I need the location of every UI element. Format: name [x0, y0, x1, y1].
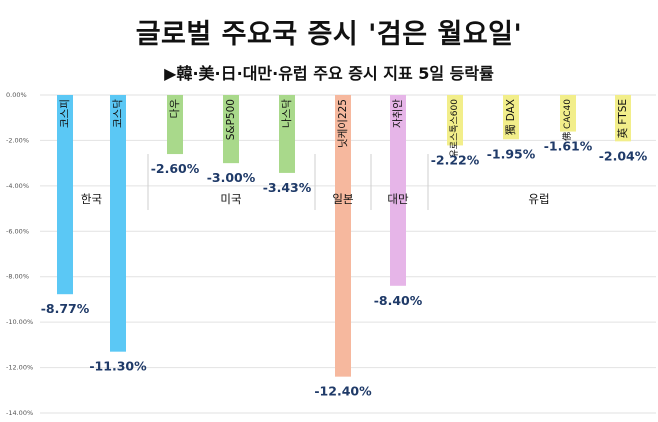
- bar-value-label: -1.95%: [487, 146, 536, 161]
- bar-name-label: 다우: [169, 99, 181, 119]
- bar-name-label: 佛 CAC40: [561, 99, 573, 141]
- group-label: 미국: [220, 192, 241, 206]
- bar: [57, 95, 73, 295]
- bar-name-label: 자취안: [392, 99, 404, 128]
- bar: [167, 95, 183, 155]
- bar-value-label: -8.40%: [374, 293, 423, 308]
- bar-value-label: -2.04%: [599, 148, 648, 163]
- group-label: 한국: [81, 192, 102, 206]
- chart-subtitle: ▶韓·美·日·대만·유럽 주요 증시 지표 5일 등락률: [164, 64, 494, 83]
- bar: [615, 95, 631, 142]
- bar: [335, 95, 351, 377]
- bar-value-label: -1.61%: [544, 139, 593, 154]
- bar-name-label: 코스피: [59, 99, 71, 128]
- y-tick-label: -10.00%: [6, 318, 33, 326]
- bar: [447, 95, 463, 146]
- bar: [503, 95, 519, 140]
- bar-value-label: -3.43%: [263, 180, 312, 195]
- bar: [223, 95, 239, 164]
- y-tick-label: -4.00%: [6, 182, 29, 190]
- bar-name-label: 英 FTSE: [616, 99, 629, 138]
- chart-title: 글로벌 주요국 증시 '검은 월요일': [135, 19, 523, 50]
- bar-name-label: 나스닥: [281, 99, 293, 128]
- bar-name-label: 유로스톡스600: [449, 99, 460, 158]
- group-label: 유럽: [528, 192, 549, 206]
- y-tick-label: -2.00%: [6, 136, 29, 144]
- bar: [390, 95, 406, 286]
- group-label: 대만: [387, 192, 409, 206]
- bar-value-label: -8.77%: [41, 301, 90, 316]
- bar: [279, 95, 295, 173]
- y-tick-label: -8.00%: [6, 273, 29, 281]
- bar: [110, 95, 126, 352]
- y-tick-label: -14.00%: [6, 409, 33, 417]
- bar-value-label: -3.00%: [207, 170, 256, 185]
- bar-name-label: 獨 DAX: [505, 99, 517, 135]
- bar: [560, 95, 576, 132]
- bar-name-label: S&P500: [225, 99, 237, 140]
- bar-value-label: -11.30%: [89, 359, 147, 374]
- y-tick-label: -6.00%: [6, 227, 29, 235]
- bar-value-label: -2.60%: [151, 161, 200, 176]
- bar-value-label: -12.40%: [314, 384, 372, 399]
- group-label: 일본: [332, 192, 353, 206]
- bar-value-label: -2.22%: [431, 152, 480, 167]
- y-tick-label: 0.00%: [6, 91, 27, 99]
- bar-name-label: 닛케이225: [337, 99, 349, 148]
- y-tick-label: -12.00%: [6, 364, 33, 372]
- bar-name-label: 코스닥: [112, 99, 124, 128]
